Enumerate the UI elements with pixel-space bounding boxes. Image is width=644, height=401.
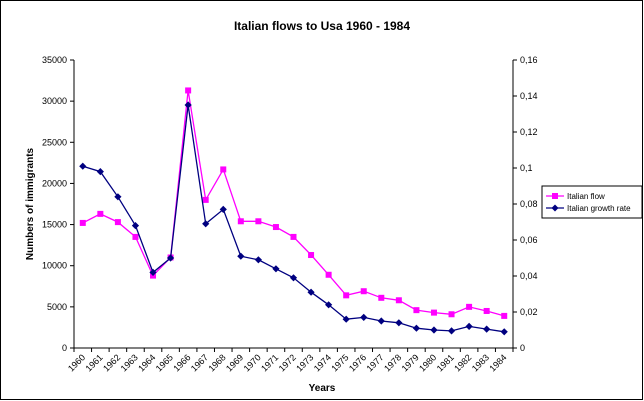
data-point-growth [360,313,368,321]
data-point-growth [465,322,473,330]
data-point-flow [202,196,209,203]
data-point-growth [430,326,438,334]
data-point-flow [413,307,420,314]
y2-tick-label: 0,12 [520,127,538,137]
data-point-flow [97,210,104,217]
y-tick-label: 5000 [47,302,67,312]
data-point-growth [483,325,491,333]
data-point-flow [378,294,385,301]
data-point-flow [185,87,192,94]
data-point-growth [96,168,104,176]
data-point-flow [395,297,402,304]
series-group [79,87,508,336]
y-axis-label: Numbers of immigrants [25,147,36,260]
data-point-growth [447,327,456,335]
y2-tick-label: 0,16 [520,55,538,65]
data-point-growth [166,254,175,262]
data-point-growth [272,265,280,273]
data-point-flow [466,303,473,310]
data-point-flow [132,233,139,240]
y-tick-label: 35000 [42,55,67,65]
legend: Italian flow Italian growth rate [541,185,643,219]
data-point-growth [412,324,421,332]
y2-tick-label: 0,14 [520,91,538,101]
data-point-flow [290,233,297,240]
data-point-growth [114,193,122,201]
y-tick-label: 20000 [42,178,67,188]
y2-tick-label: 0,04 [520,271,538,281]
legend-label-2: Italian growth rate [567,204,631,213]
data-point-flow [483,307,490,314]
chart-title: Italian flows to Usa 1960 - 1984 [234,19,410,33]
data-point-flow [501,312,508,319]
y2-tick-label: 0 [520,343,525,353]
y-tick-label: 10000 [42,261,67,271]
data-point-growth [131,222,140,230]
legend-marker-flow [552,193,558,199]
data-point-flow [430,309,437,316]
y-tick-label: 0 [62,343,67,353]
y-tick-label: 15000 [42,220,67,230]
data-point-growth [184,101,192,109]
data-point-growth [377,317,385,325]
data-point-flow [255,218,262,225]
y2-tick-label: 0,02 [520,307,538,317]
data-point-growth [237,252,245,260]
legend-marker-growth [551,204,559,212]
y2-tick-label: 0,06 [520,235,538,245]
data-point-growth [202,220,210,228]
y2-tick-label: 0,1 [520,163,533,173]
y2-tick-label: 0,08 [520,199,538,209]
data-point-flow [272,224,279,231]
data-point-growth [289,274,298,282]
data-point-flow [360,288,367,295]
data-point-growth [342,315,350,323]
data-point-growth [79,162,87,170]
data-point-growth [219,205,227,213]
data-point-growth [307,288,315,296]
legend-label-1: Italian flow [567,192,605,201]
data-point-flow [343,292,350,299]
y-tick-label: 25000 [42,137,67,147]
data-point-growth [149,268,157,276]
data-point-flow [79,219,86,226]
y-tick-label: 30000 [42,96,67,106]
data-point-flow [325,271,332,278]
data-point-flow [220,166,227,173]
data-point-flow [308,252,315,259]
data-point-growth [254,256,262,264]
data-point-flow [448,311,455,318]
data-point-growth [500,328,508,336]
x-axis-label: Years [309,383,336,394]
legend-box [541,185,643,219]
data-point-flow [237,218,244,225]
data-point-growth [395,319,403,327]
data-point-growth [325,301,333,309]
data-point-flow [114,219,121,226]
